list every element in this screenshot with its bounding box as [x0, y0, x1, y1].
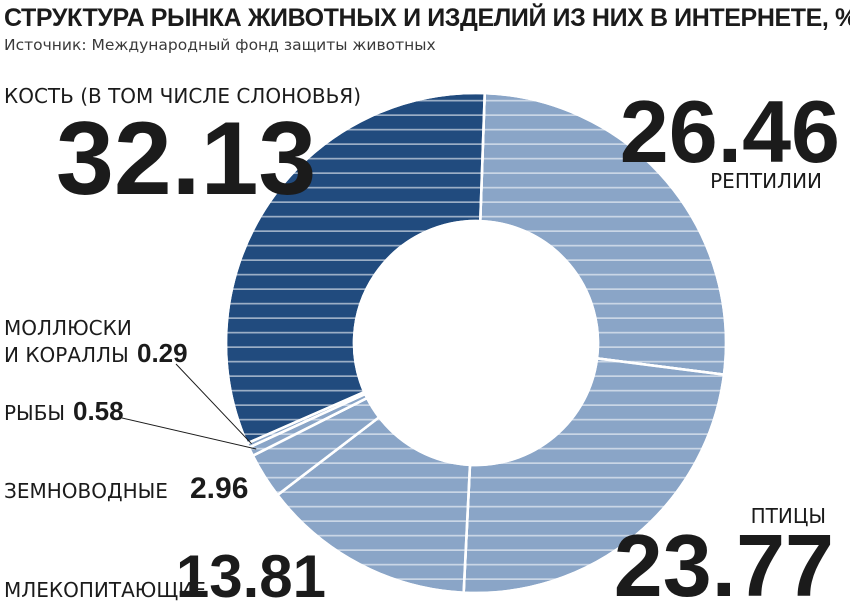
category-label-reptiles: РЕПТИЛИИ [710, 169, 822, 193]
leader-lines [121, 363, 257, 450]
category-label-mollusks-line1: МОЛЛЮСКИ [4, 316, 132, 340]
slice-кость-в-том-числе-слоновья-stripes [224, 91, 486, 445]
chart-title: СТРУКТУРА РЫНКА ЖИВОТНЫХ И ИЗДЕЛИЙ ИЗ НИ… [4, 4, 850, 32]
category-label-bone: КОСТЬ (В ТОМ ЧИСЛЕ СЛОНОВЬЯ) [4, 84, 361, 108]
value-label-bone: 32.13 [56, 101, 316, 217]
value-label-birds: 23.77 [614, 516, 834, 602]
chart-source: Источник: Международный фонд защиты живо… [4, 36, 436, 54]
value-label-reptiles: 26.46 [620, 82, 840, 181]
category-label-mollusks-line2: И КОРАЛЛЫ [4, 343, 129, 367]
category-label-birds: ПТИЦЫ [751, 504, 826, 528]
category-label-mammals: МЛЕКОПИТАЮЩИЕ [4, 578, 206, 602]
leader-line-mollusks [175, 363, 252, 445]
slice-рептилии-stripes [479, 91, 728, 376]
category-label-amphibians: ЗЕМНОВОДНЫЕ [4, 479, 168, 503]
category-label-fish: РЫБЫ [4, 401, 65, 425]
value-label-fish: 0.58 [73, 396, 124, 426]
value-label-amphibians: 2.96 [190, 472, 248, 505]
slice-птицы-stripes [462, 357, 726, 595]
value-label-mammals: 13.81 [176, 543, 326, 602]
donut-slices [224, 91, 728, 595]
value-label-mollusks: 0.29 [137, 338, 188, 368]
slice-млекопитающие-stripes [276, 416, 472, 594]
leader-line-fish [121, 417, 257, 450]
